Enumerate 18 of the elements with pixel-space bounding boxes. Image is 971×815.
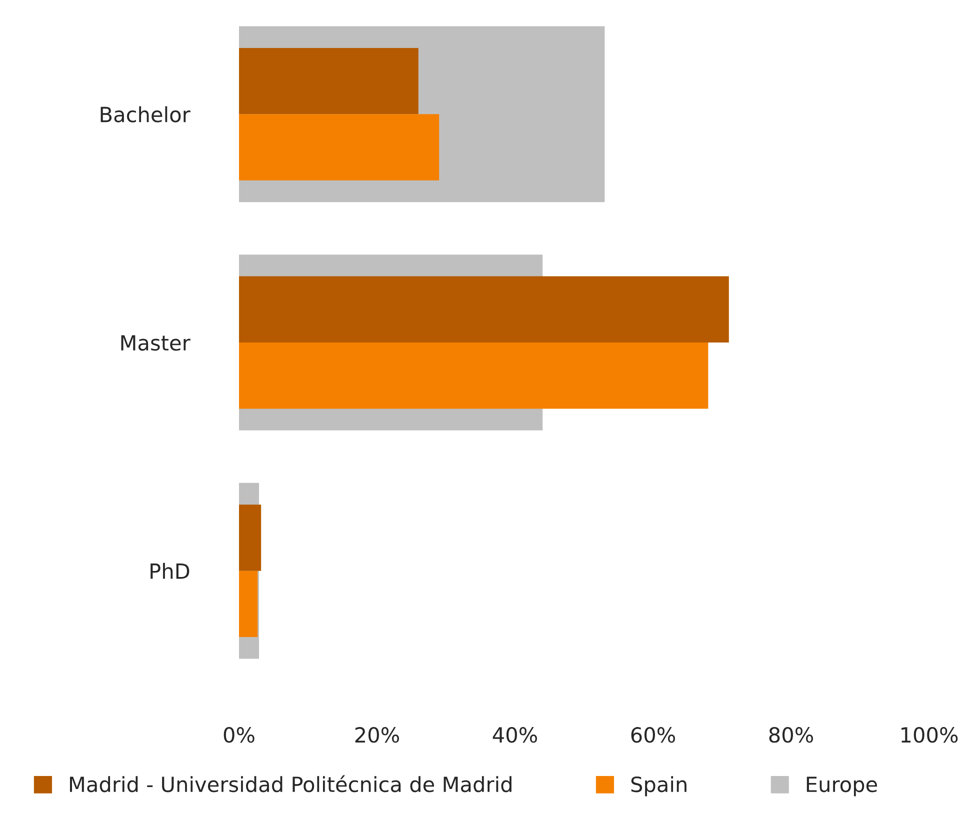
y-tick-label: Master — [121, 335, 190, 351]
legend-label: Europe — [806, 776, 877, 796]
bar — [239, 48, 418, 114]
bar — [239, 114, 440, 180]
x-tick-label: 40% — [492, 727, 538, 743]
legend-label: Spain — [631, 776, 686, 796]
bar — [239, 570, 258, 638]
x-tick-label: 20% — [355, 727, 400, 743]
x-tick-label: 100% — [902, 727, 958, 743]
y-tick-label: Bachelor — [100, 106, 190, 122]
x-tick-label: 80% — [769, 727, 814, 743]
bar — [239, 342, 708, 409]
legend-label: Madrid - Universidad Politécnica de Madrid — [70, 775, 512, 792]
y-tick-label: PhD — [150, 562, 190, 579]
x-tick-label: 60% — [631, 727, 676, 743]
bar — [239, 504, 262, 571]
bar — [239, 276, 729, 342]
x-tick-label: 0% — [224, 727, 254, 743]
